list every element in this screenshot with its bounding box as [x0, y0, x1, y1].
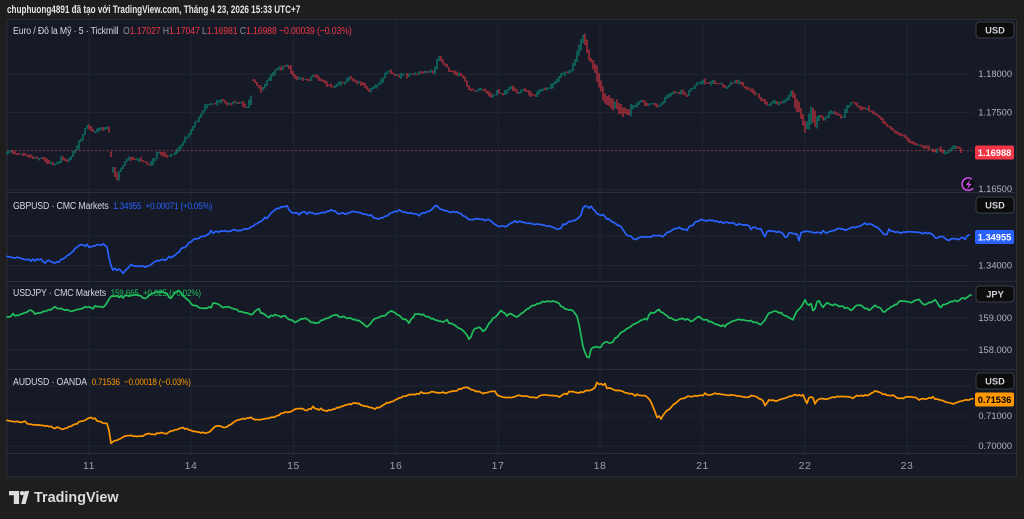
svg-text:USD: USD — [985, 200, 1005, 210]
svg-text:0.71536: 0.71536 — [978, 395, 1012, 405]
svg-text:JPY: JPY — [986, 289, 1004, 299]
svg-text:14: 14 — [185, 460, 198, 472]
svg-text:21: 21 — [696, 460, 709, 472]
svg-text:22: 22 — [799, 460, 812, 472]
svg-text:15: 15 — [287, 460, 300, 472]
svg-text:1.17500: 1.17500 — [978, 108, 1012, 118]
svg-text:1.16988: 1.16988 — [978, 148, 1012, 158]
svg-text:1.34000: 1.34000 — [978, 261, 1012, 271]
svg-text:USD: USD — [985, 25, 1005, 35]
svg-text:1.34955: 1.34955 — [978, 232, 1012, 242]
svg-text:18: 18 — [594, 460, 607, 472]
svg-text:1.16500: 1.16500 — [978, 184, 1012, 194]
svg-text:USD: USD — [985, 376, 1005, 386]
svg-text:23: 23 — [901, 460, 914, 472]
svg-text:0.71000: 0.71000 — [978, 411, 1012, 421]
svg-text:11: 11 — [83, 460, 95, 472]
svg-text:158.000: 158.000 — [978, 345, 1012, 355]
svg-text:1.18000: 1.18000 — [978, 69, 1012, 79]
svg-text:16: 16 — [390, 460, 403, 472]
svg-text:159.000: 159.000 — [978, 313, 1012, 323]
svg-text:17: 17 — [492, 460, 505, 472]
svg-text:0.70000: 0.70000 — [978, 441, 1012, 451]
